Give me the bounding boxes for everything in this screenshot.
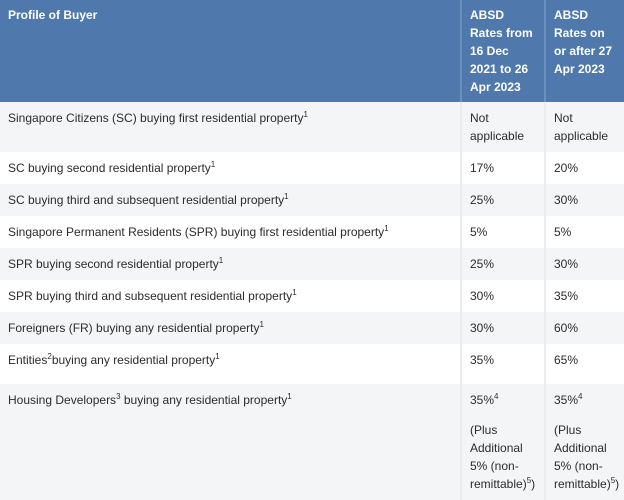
profile-cell: Entities2buying any residential property… (0, 344, 461, 384)
rate-after-cell: 35%4 (Plus Additional 5% (non-remittable… (544, 384, 624, 500)
rate-before-cell: 30% (460, 312, 545, 344)
rate-before-cell: 17% (460, 152, 545, 184)
profile-cell: SC buying third and subsequent residenti… (0, 184, 461, 216)
profile-cell: SC buying second residential property1 (0, 152, 461, 184)
rate-before-cell: 25% (460, 184, 545, 216)
profile-text: Singapore Citizens (SC) buying first res… (8, 111, 304, 125)
rate-note-end: ) (531, 477, 536, 491)
rate-after-cell: 30% (544, 248, 624, 280)
profile-cell: SPR buying third and subsequent resident… (0, 280, 461, 312)
table-row: SC buying third and subsequent residenti… (0, 184, 624, 216)
rate-before-cell: 5% (460, 216, 545, 248)
rate-after-cell: 35% (544, 280, 624, 312)
header-row: Profile of Buyer ABSD Rates from 16 Dec … (0, 0, 624, 102)
profile-cell: Singapore Permanent Residents (SPR) buyi… (0, 216, 461, 248)
footnote-ref: 3 (116, 392, 121, 401)
footnote-ref: 1 (284, 192, 289, 201)
table-row: Singapore Permanent Residents (SPR) buyi… (0, 216, 624, 248)
footnote-ref: 1 (292, 288, 297, 297)
rate-after-cell: 65% (544, 344, 624, 384)
profile-text: Singapore Permanent Residents (SPR) buyi… (8, 225, 385, 239)
footnote-ref: 4 (578, 392, 583, 401)
rate-before-cell: 35%4 (Plus Additional 5% (non-remittable… (460, 384, 545, 500)
profile-cell: Foreigners (FR) buying any residential p… (0, 312, 461, 344)
rate-value: 35% (554, 393, 579, 407)
profile-cell: Housing Developers3 buying any residenti… (0, 384, 461, 500)
footnote-ref: 1 (210, 160, 216, 169)
rate-before-cell: 35% (460, 344, 545, 384)
table-row: Foreigners (FR) buying any residential p… (0, 312, 624, 344)
footnote-ref: 1 (303, 110, 308, 119)
table-row: Housing Developers3 buying any residenti… (0, 384, 624, 500)
rate-value: 35% (470, 393, 495, 407)
table-row: SC buying second residential property1 1… (0, 152, 624, 184)
footnote-ref: 1 (384, 224, 389, 233)
profile-text: buying any residential property (120, 393, 288, 407)
header-rates-before: ABSD Rates from 16 Dec 2021 to 26 Apr 20… (460, 0, 545, 102)
footnote-ref: 1 (215, 352, 220, 361)
rate-before-cell: 25% (460, 248, 545, 280)
rate-after-cell: Not applicable (544, 102, 624, 152)
footnote-ref: 1 (259, 320, 264, 329)
profile-cell: SPR buying second residential property1 (0, 248, 461, 280)
rate-after-cell: 30% (544, 184, 624, 216)
table-row: SPR buying third and subsequent resident… (0, 280, 624, 312)
profile-text: SC buying second residential property (8, 161, 211, 175)
profile-prefix: Housing Developers (8, 393, 117, 407)
table-row: Singapore Citizens (SC) buying first res… (0, 102, 624, 152)
profile-prefix: Entities (8, 353, 48, 367)
profile-text: Foreigners (FR) buying any residential p… (8, 321, 260, 335)
rate-note-end: ) (615, 477, 620, 491)
footnote-ref: 1 (287, 392, 292, 401)
rate-before-cell: 30% (460, 280, 545, 312)
footnote-ref: 2 (47, 352, 52, 361)
profile-cell: Singapore Citizens (SC) buying first res… (0, 102, 461, 152)
footnote-ref: 1 (218, 256, 224, 265)
table-row: SPR buying second residential property1 … (0, 248, 624, 280)
rate-note: (Plus Additional 5% (non-remittable) (554, 423, 611, 491)
profile-text: buying any residential property (51, 353, 216, 367)
rate-after-cell: 20% (544, 152, 624, 184)
header-rates-after: ABSD Rates on or after 27 Apr 2023 (544, 0, 624, 102)
header-profile-of-buyer: Profile of Buyer (0, 0, 461, 102)
footnote-ref: 4 (494, 392, 499, 401)
rate-after-cell: 5% (544, 216, 624, 248)
rate-after-cell: 60% (544, 312, 624, 344)
rate-before-cell: Not applicable (460, 102, 545, 152)
profile-text: SPR buying third and subsequent resident… (8, 289, 293, 303)
profile-text: SC buying third and subsequent residenti… (8, 193, 285, 207)
rate-note: (Plus Additional 5% (non-remittable) (470, 423, 527, 491)
profile-text: SPR buying second residential property (8, 257, 219, 271)
table-row: Entities2buying any residential property… (0, 344, 624, 384)
